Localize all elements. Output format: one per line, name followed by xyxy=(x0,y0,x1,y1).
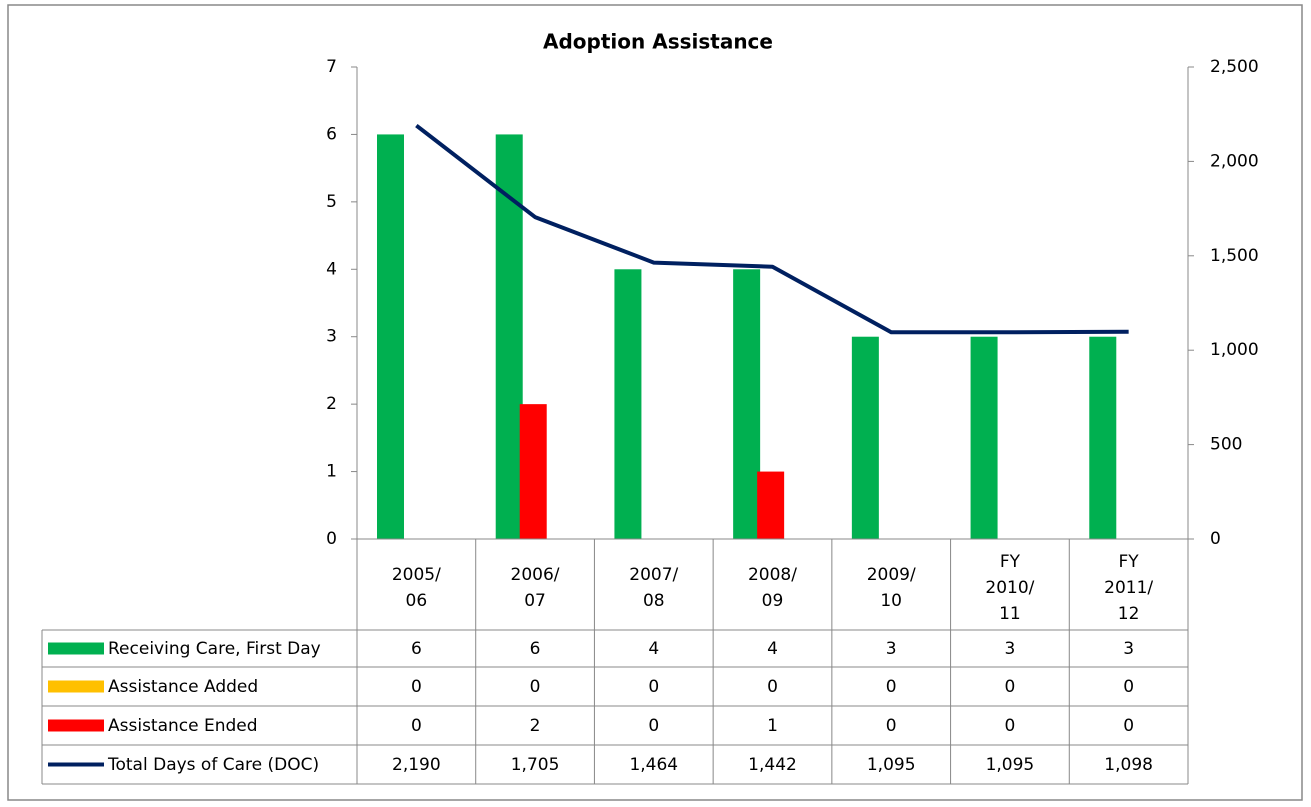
table-value: 0 xyxy=(1123,676,1135,697)
category-label: 2005/ 06 xyxy=(391,564,441,611)
y-tick-label: 3 xyxy=(326,327,337,347)
table-value: 0 xyxy=(885,715,897,736)
y2-tick-label: 1,500 xyxy=(1210,246,1259,266)
y-tick-label: 1 xyxy=(326,462,337,482)
table-value: 0 xyxy=(1004,676,1016,697)
table-value: 4 xyxy=(767,638,778,659)
y-tick-label: 4 xyxy=(326,259,337,279)
table-value: 0 xyxy=(648,676,660,697)
table-value: 1,442 xyxy=(748,754,797,775)
category-label: 2007/ 08 xyxy=(629,564,679,611)
bar xyxy=(1089,336,1117,539)
table-value: 0 xyxy=(410,676,422,697)
table-value: 0 xyxy=(767,676,778,697)
table-value: 3 xyxy=(885,638,897,659)
chart-frame xyxy=(7,4,1303,801)
table-value: 1,464 xyxy=(629,754,679,775)
table-value: 3 xyxy=(1123,638,1135,659)
bar xyxy=(851,336,879,539)
bar xyxy=(519,404,547,539)
y-tick-label: 5 xyxy=(326,192,337,212)
legend-key xyxy=(48,680,104,693)
category-label: 2006/ 07 xyxy=(510,564,560,611)
table-value: 0 xyxy=(1004,715,1016,736)
legend-label: Total Days of Care (DOC) xyxy=(108,754,320,775)
table-value: 4 xyxy=(648,638,660,659)
y2-tick-label: 0 xyxy=(1210,529,1221,549)
table-value: 6 xyxy=(410,638,422,659)
y-tick-label: 0 xyxy=(326,529,337,549)
y-tick-label: 6 xyxy=(326,124,337,144)
y-tick-label: 2 xyxy=(326,394,337,414)
category-label: FY 2011/ 12 xyxy=(1104,551,1154,624)
table-value: 0 xyxy=(885,676,897,697)
table-value: 1,095 xyxy=(985,754,1035,775)
y2-tick-label: 500 xyxy=(1210,435,1242,455)
y2-tick-label: 2,500 xyxy=(1210,57,1259,77)
line xyxy=(415,123,1129,335)
table-value: 0 xyxy=(410,715,422,736)
category-label: 2008/ 09 xyxy=(747,564,797,611)
y2-tick-label: 1,000 xyxy=(1210,340,1259,360)
legend-label: Assistance Ended xyxy=(108,715,258,736)
bar xyxy=(970,336,998,539)
table-value: 0 xyxy=(1123,715,1135,736)
category-label: FY 2010/ 11 xyxy=(985,551,1035,624)
bar xyxy=(614,269,642,539)
category-label: 2009/ 10 xyxy=(866,564,916,611)
table-value: 1,095 xyxy=(866,754,916,775)
legend-label: Receiving Care, First Day xyxy=(108,638,321,659)
bar xyxy=(377,134,404,539)
legend-label: Assistance Added xyxy=(108,676,259,697)
table-value: 1,098 xyxy=(1104,754,1153,775)
legend-key xyxy=(48,719,104,732)
legend-key xyxy=(48,642,104,655)
table-value: 2 xyxy=(529,715,541,736)
bar xyxy=(757,471,785,539)
table-value: 3 xyxy=(1004,638,1016,659)
y-tick-label: 7 xyxy=(326,57,337,77)
table-value: 6 xyxy=(529,638,541,659)
table-value: 2,190 xyxy=(392,754,441,775)
y2-tick-label: 2,000 xyxy=(1210,151,1259,171)
table-value: 0 xyxy=(529,676,541,697)
table-value: 1,705 xyxy=(510,754,560,775)
table-value: 1 xyxy=(767,715,778,736)
table-value: 0 xyxy=(648,715,660,736)
bar xyxy=(733,269,761,539)
chart-title: Adoption Assistance xyxy=(543,30,773,54)
